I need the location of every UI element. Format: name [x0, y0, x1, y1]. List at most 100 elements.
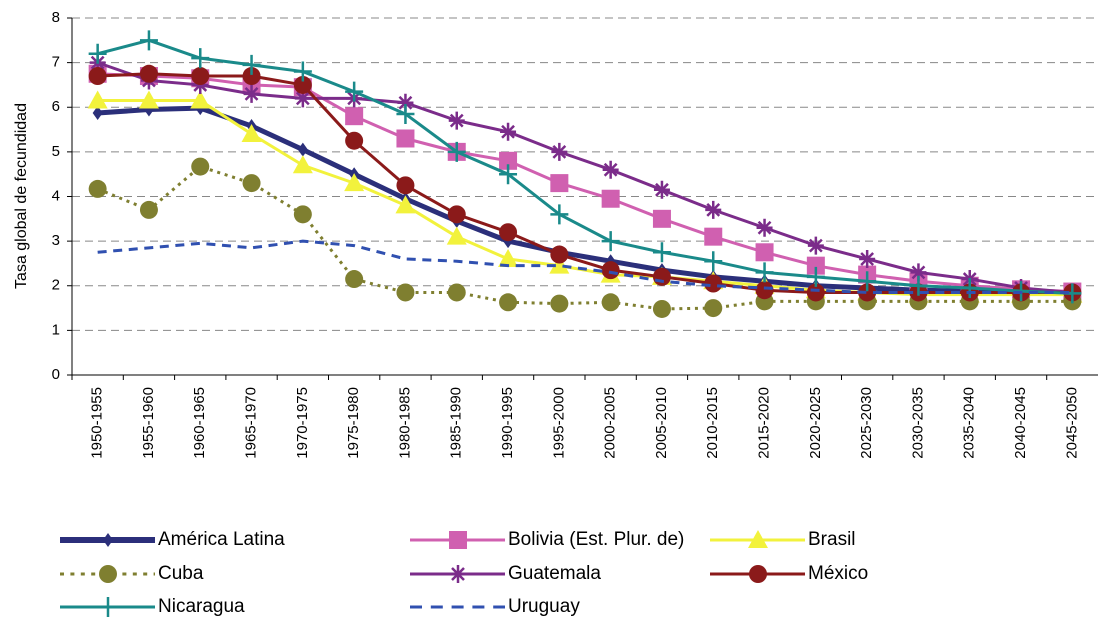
marker	[241, 124, 262, 143]
marker	[910, 263, 927, 282]
marker	[756, 218, 773, 237]
marker	[858, 283, 877, 302]
x-tick-label: 2040-2045	[1012, 387, 1029, 459]
marker	[294, 89, 311, 108]
marker	[498, 248, 519, 267]
marker	[88, 179, 107, 198]
marker	[601, 261, 620, 280]
marker	[653, 180, 670, 199]
marker	[446, 226, 467, 245]
x-tick-label: 1960-1965	[191, 387, 208, 459]
marker	[755, 281, 774, 300]
x-tick-label: 1950-1955	[89, 387, 106, 459]
marker	[448, 111, 465, 130]
x-tick-label: 2010-2015	[704, 387, 721, 459]
marker	[550, 245, 569, 264]
marker	[190, 90, 211, 109]
legend: América Latina Bolivia (Est. Plur. de) Bra…	[60, 529, 868, 617]
marker	[449, 531, 467, 549]
marker	[748, 530, 768, 548]
marker	[292, 155, 313, 174]
legend-label: Guatemala	[508, 563, 601, 584]
marker	[345, 270, 364, 289]
legend-label: México	[808, 563, 868, 584]
legend-label: Nicaragua	[158, 596, 245, 617]
marker	[396, 103, 415, 124]
marker	[99, 565, 117, 583]
marker	[499, 151, 518, 170]
series-line	[97, 105, 1073, 296]
marker	[344, 173, 365, 192]
y-axis-label: Tasa global de fecundidad	[13, 103, 30, 289]
marker	[191, 67, 210, 86]
y-tick-label: 6	[52, 98, 60, 115]
marker	[191, 48, 210, 69]
x-tick-label: 2005-2010	[653, 387, 670, 459]
x-tick-label: 1990-1995	[499, 387, 516, 459]
y-tick-label: 8	[52, 9, 60, 26]
marker	[601, 231, 620, 252]
x-tick-label: 1955-1960	[140, 387, 157, 459]
marker	[652, 299, 671, 318]
series-line	[97, 61, 1073, 294]
marker	[806, 266, 825, 287]
x-tick-label: 2030-2035	[909, 387, 926, 459]
marker	[499, 164, 518, 185]
marker	[397, 93, 414, 112]
y-tick-label: 4	[52, 187, 60, 204]
marker	[500, 122, 517, 141]
legend-label: Bolivia (Est. Plur. de)	[508, 529, 684, 550]
x-tick-label: 1980-1985	[396, 387, 413, 459]
marker	[139, 64, 158, 83]
marker	[139, 200, 158, 219]
marker	[601, 293, 620, 312]
marker	[806, 283, 825, 302]
marker	[293, 61, 312, 82]
marker	[749, 565, 767, 583]
marker	[447, 205, 466, 224]
marker	[87, 90, 108, 109]
x-tick-label: 1975-1980	[345, 387, 362, 459]
marker	[652, 242, 671, 263]
marker	[293, 205, 312, 224]
x-tick-label: 2015-2020	[756, 387, 773, 459]
marker	[395, 195, 416, 214]
series-line	[97, 239, 1073, 294]
legend-label: Uruguay	[508, 596, 580, 617]
marker	[138, 90, 159, 109]
y-tick-label: 0	[52, 366, 60, 383]
legend-label: América Latina	[158, 529, 285, 550]
marker	[191, 157, 210, 176]
marker	[806, 256, 825, 275]
marker	[704, 251, 723, 272]
x-tick-label: 1995-2000	[550, 387, 567, 459]
marker	[297, 142, 308, 157]
marker	[755, 262, 774, 283]
series-line	[97, 99, 1073, 297]
marker	[345, 107, 364, 126]
x-tick-label: 2045-2050	[1063, 387, 1080, 459]
x-tick-label: 2025-2030	[858, 387, 875, 459]
y-tick-label: 1	[52, 321, 60, 338]
y-tick-label: 2	[52, 277, 60, 294]
x-tick-label: 2035-2040	[961, 387, 978, 459]
x-tick-label: 1965-1970	[243, 387, 260, 459]
marker	[242, 174, 261, 193]
marker	[447, 141, 466, 162]
x-tick-label: 1970-1975	[294, 387, 311, 459]
marker	[549, 255, 570, 274]
x-tick-label: 2020-2025	[807, 387, 824, 459]
marker	[550, 204, 569, 225]
marker	[345, 81, 364, 102]
marker	[88, 67, 107, 86]
marker	[550, 294, 569, 313]
y-tick-label: 5	[52, 143, 60, 160]
marker	[652, 267, 671, 286]
marker	[345, 131, 364, 150]
marker	[88, 43, 107, 64]
marker	[704, 299, 723, 318]
marker	[243, 84, 260, 103]
marker	[602, 160, 619, 179]
marker	[99, 597, 117, 617]
marker	[499, 223, 518, 242]
